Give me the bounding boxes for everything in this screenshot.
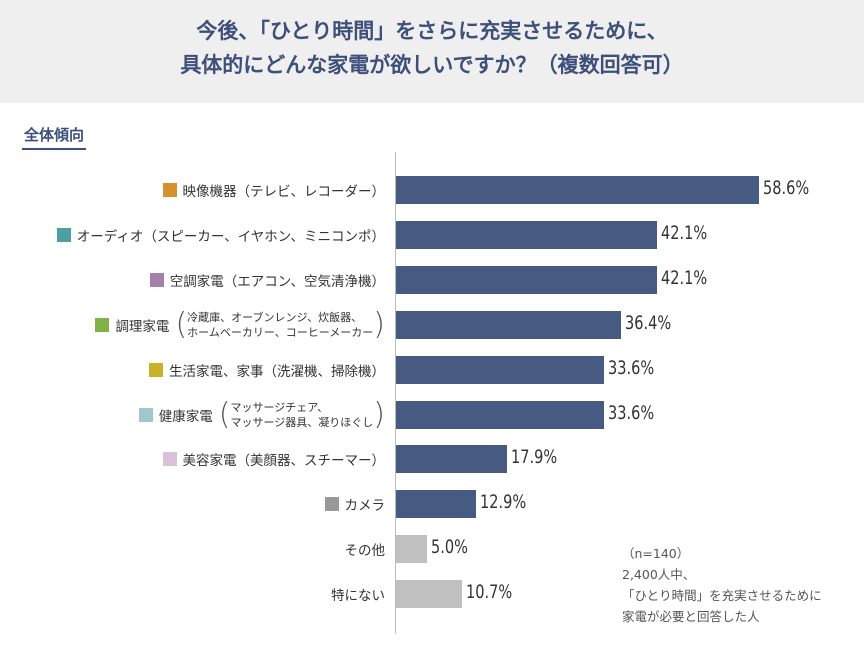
note-line-2: 「ひとり時間」を充実させるために bbox=[622, 588, 822, 603]
legend-marker bbox=[56, 227, 71, 242]
category-text: オーディオ（スピーカー、イヤホン、ミニコンポ） bbox=[76, 228, 385, 245]
note-line-3: 家電が必要と回答した人 bbox=[622, 609, 760, 624]
bar bbox=[396, 400, 605, 429]
bar bbox=[396, 176, 759, 204]
bar bbox=[396, 490, 476, 519]
title-line-2: 具体的にどんな家電が欲しいですか？（複数回答可） bbox=[180, 53, 684, 77]
category-text: その他 bbox=[344, 543, 386, 560]
bar-row: 生活家電、家事（洗濯機、掃除機） 33.6% bbox=[0, 350, 864, 390]
bar-row: 特にない 10.7% bbox=[0, 574, 864, 614]
category-text: 空調家電（エアコン、空気清浄機） bbox=[169, 273, 385, 290]
bar-row: 美容家電（美顔器、スチーマー） 17.9% bbox=[0, 439, 864, 479]
bar-row: その他 5.0% bbox=[0, 529, 864, 569]
legend-marker bbox=[138, 407, 153, 422]
data-label: 42.1% bbox=[660, 266, 707, 289]
data-label: 33.6% bbox=[608, 401, 655, 424]
category-text: 特にない bbox=[331, 588, 385, 605]
category-label: 特にない bbox=[331, 574, 385, 614]
legend-marker bbox=[324, 497, 339, 512]
bar bbox=[396, 355, 605, 384]
category-text: 健康家電 bbox=[158, 408, 213, 425]
category-text: カメラ bbox=[344, 498, 386, 515]
data-label: 5.0% bbox=[430, 536, 468, 559]
category-label: 映像機器（テレビ、レコーダー） bbox=[162, 170, 386, 210]
bar bbox=[396, 310, 622, 339]
data-label: 36.4% bbox=[625, 311, 672, 334]
bar bbox=[396, 220, 657, 249]
category-sublabel: (マッサージチェア、 マッサージ器具、凝りほぐし) bbox=[218, 396, 385, 432]
category-label: 調理家電 (冷蔵庫、オーブンレンジ、炊飯器、 ホームベーカリー、コーヒーメーカー) bbox=[95, 305, 385, 345]
data-label: 10.7% bbox=[466, 581, 513, 604]
bar-row: カメラ 12.9% bbox=[0, 484, 864, 524]
data-label: 58.6% bbox=[763, 177, 810, 199]
legend-marker bbox=[162, 452, 177, 467]
category-label: 生活家電、家事（洗濯機、掃除機） bbox=[149, 350, 385, 390]
category-label: その他 bbox=[345, 529, 386, 569]
category-text: 調理家電 bbox=[115, 318, 170, 335]
bar-row: 映像機器（テレビ、レコーダー） 58.6% bbox=[0, 170, 864, 210]
category-label: カメラ bbox=[324, 484, 386, 524]
category-sublabel: (冷蔵庫、オーブンレンジ、炊飯器、 ホームベーカリー、コーヒーメーカー) bbox=[175, 306, 385, 342]
bar-row: オーディオ（スピーカー、イヤホン、ミニコンポ） 42.1% bbox=[0, 215, 864, 255]
title-banner: 今後、「ひとり時間」をさらに充実させるために、 具体的にどんな家電が欲しいですか… bbox=[0, 0, 864, 103]
category-label: オーディオ（スピーカー、イヤホン、ミニコンポ） bbox=[56, 215, 385, 255]
bar bbox=[396, 580, 463, 609]
note-n: （n=140） bbox=[622, 546, 690, 561]
sample-note: （n=140） 2,400人中、 「ひとり時間」を充実させるために 家電が必要と… bbox=[622, 543, 822, 627]
bar-row: 健康家電 (マッサージチェア、 マッサージ器具、凝りほぐし) 33.6% bbox=[0, 395, 864, 435]
legend-marker bbox=[149, 272, 164, 287]
title-line-1: 今後、「ひとり時間」をさらに充実させるために、 bbox=[196, 19, 668, 43]
category-label: 健康家電 (マッサージチェア、 マッサージ器具、凝りほぐし) bbox=[138, 395, 385, 435]
data-label: 42.1% bbox=[660, 221, 707, 244]
bar-row: 空調家電（エアコン、空気清浄機） 42.1% bbox=[0, 260, 864, 300]
category-text: 映像機器（テレビ、レコーダー） bbox=[182, 184, 386, 200]
y-axis-line bbox=[395, 152, 396, 634]
legend-marker bbox=[95, 317, 110, 332]
data-label: 33.6% bbox=[608, 356, 655, 379]
data-label: 17.9% bbox=[510, 446, 558, 469]
bar-row: 調理家電 (冷蔵庫、オーブンレンジ、炊飯器、 ホームベーカリー、コーヒーメーカー) 3… bbox=[0, 305, 864, 345]
note-line-1: 2,400人中、 bbox=[622, 567, 696, 582]
category-label: 空調家電（エアコン、空気清浄機） bbox=[149, 260, 385, 300]
legend-marker bbox=[162, 183, 177, 197]
data-label: 12.9% bbox=[479, 491, 527, 514]
bar bbox=[396, 445, 507, 474]
category-label: 美容家電（美顔器、スチーマー） bbox=[162, 439, 386, 479]
category-text: 美容家電（美顔器、スチーマー） bbox=[182, 453, 386, 470]
bar bbox=[396, 535, 427, 564]
legend-marker bbox=[149, 362, 163, 377]
section-title: 全体傾向 bbox=[22, 124, 87, 150]
bar bbox=[396, 265, 657, 294]
category-text: 生活家電、家事（洗濯機、掃除機） bbox=[169, 363, 385, 380]
